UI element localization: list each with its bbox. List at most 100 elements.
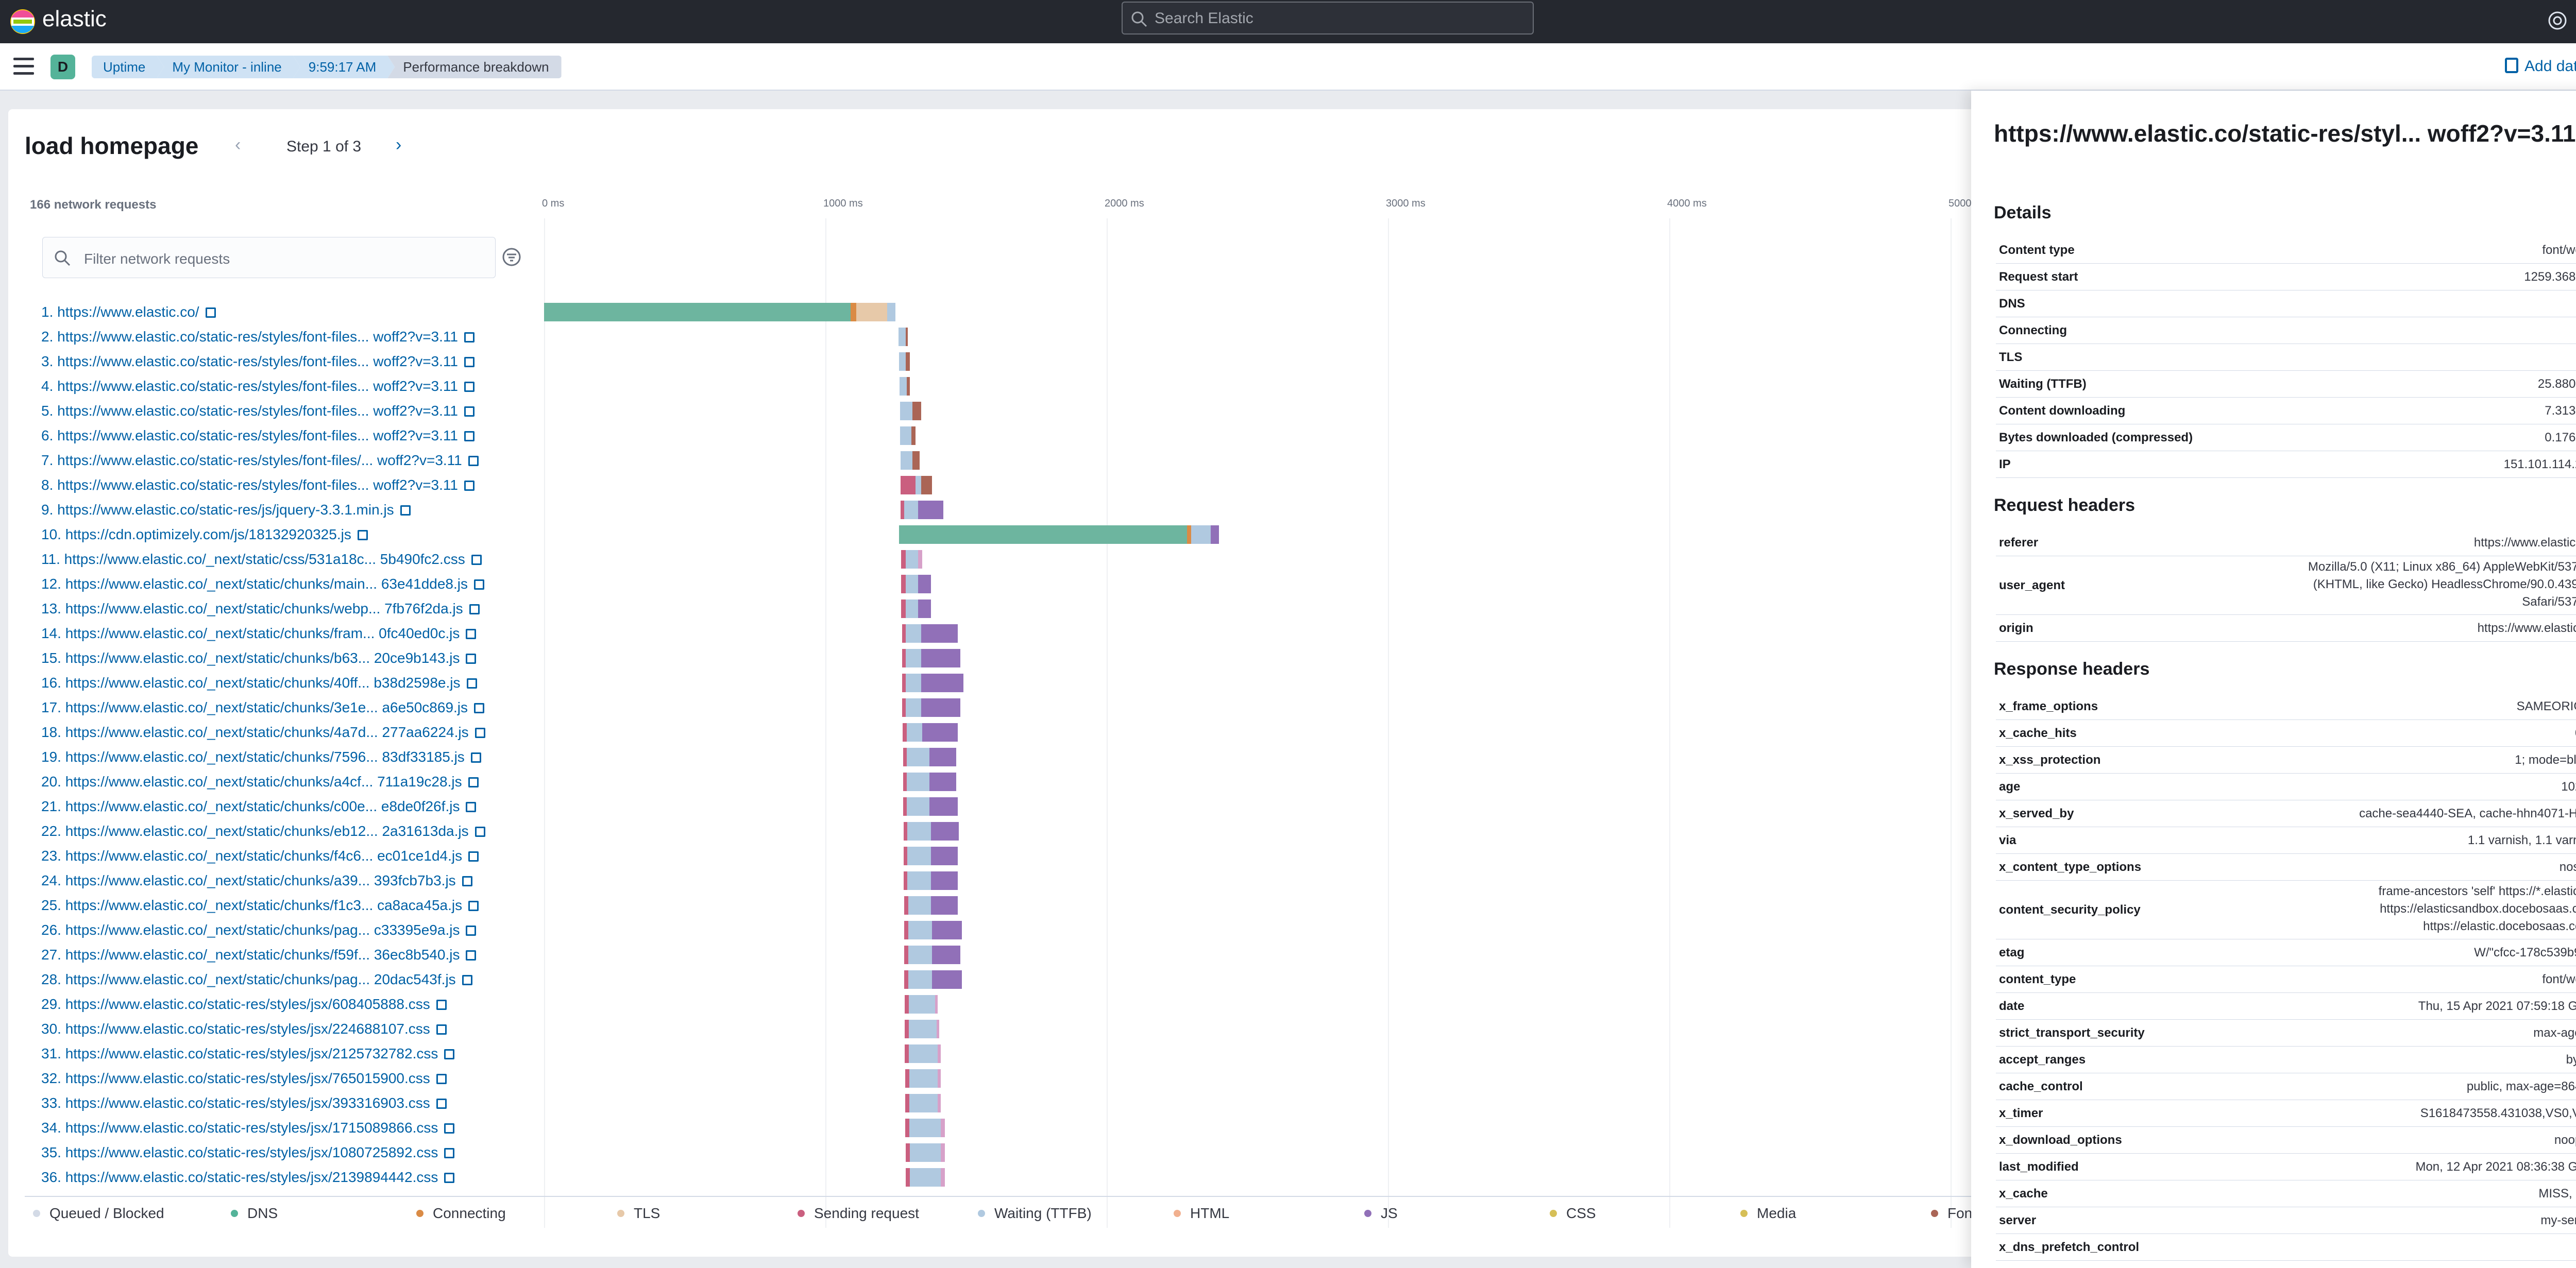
external-link-icon[interactable]	[466, 654, 477, 664]
request-url[interactable]: 33. https://www.elastic.co/static-res/st…	[41, 1095, 430, 1111]
external-link-icon[interactable]	[474, 728, 485, 738]
waterfall-bar-segment[interactable]	[905, 624, 921, 643]
waterfall-bar-segment[interactable]	[905, 698, 921, 717]
waterfall-bar-segment[interactable]	[921, 649, 961, 667]
request-link[interactable]: 21. https://www.elastic.co/_next/static/…	[41, 798, 477, 815]
waterfall-bar-segment[interactable]	[921, 476, 933, 494]
request-url[interactable]: 5. https://www.elastic.co/static-res/sty…	[41, 403, 458, 419]
waterfall-bar-segment[interactable]	[932, 921, 962, 939]
external-link-icon[interactable]	[474, 827, 485, 837]
waterfall-bar-segment[interactable]	[903, 797, 907, 816]
waterfall-bar-segment[interactable]	[887, 303, 896, 321]
waterfall-bar-segment[interactable]	[908, 896, 931, 915]
request-url[interactable]: 12. https://www.elastic.co/_next/static/…	[41, 576, 468, 592]
request-link[interactable]: 24. https://www.elastic.co/_next/static/…	[41, 872, 472, 889]
request-url[interactable]: 18. https://www.elastic.co/_next/static/…	[41, 724, 469, 740]
external-link-icon[interactable]	[466, 678, 477, 689]
waterfall-bar-segment[interactable]	[902, 723, 907, 742]
waterfall-bar-segment[interactable]	[909, 1143, 941, 1162]
request-url[interactable]: 19. https://www.elastic.co/_next/static/…	[41, 749, 465, 765]
waterfall-bar-segment[interactable]	[851, 303, 857, 321]
waterfall-bar-segment[interactable]	[904, 501, 919, 519]
waterfall-bar-segment[interactable]	[918, 575, 931, 593]
request-url[interactable]: 13. https://www.elastic.co/_next/static/…	[41, 601, 463, 616]
request-url[interactable]: 27. https://www.elastic.co/_next/static/…	[41, 947, 460, 963]
waterfall-bar-segment[interactable]	[904, 921, 908, 939]
waterfall-bar-segment[interactable]	[905, 550, 919, 569]
waterfall-bar-segment[interactable]	[900, 426, 911, 445]
request-link[interactable]: 27. https://www.elastic.co/_next/static/…	[41, 947, 477, 963]
global-search-input[interactable]: Search Elastic	[1122, 2, 1534, 35]
elastic-logo-icon[interactable]	[9, 8, 36, 35]
external-link-icon[interactable]	[469, 604, 480, 614]
breadcrumb-monitor[interactable]: My Monitor - inline	[157, 56, 300, 78]
add-data-button[interactable]: Add data	[2505, 58, 2576, 75]
waterfall-bar-segment[interactable]	[908, 970, 933, 989]
waterfall-bar-segment[interactable]	[909, 1119, 941, 1137]
request-url[interactable]: 22. https://www.elastic.co/_next/static/…	[41, 823, 469, 839]
waterfall-bar-segment[interactable]	[905, 599, 919, 618]
request-link[interactable]: 6. https://www.elastic.co/static-res/sty…	[41, 427, 474, 444]
request-url[interactable]: 32. https://www.elastic.co/static-res/st…	[41, 1070, 430, 1086]
request-url[interactable]: 9. https://www.elastic.co/static-res/js/…	[41, 502, 394, 518]
waterfall-bar-segment[interactable]	[929, 773, 956, 791]
request-link[interactable]: 14. https://www.elastic.co/_next/static/…	[41, 625, 477, 642]
external-link-icon[interactable]	[468, 851, 479, 862]
waterfall-bar-segment[interactable]	[901, 451, 913, 470]
external-link-icon[interactable]	[474, 703, 485, 713]
waterfall-bar-segment[interactable]	[908, 1044, 938, 1063]
request-url[interactable]: 14. https://www.elastic.co/_next/static/…	[41, 625, 460, 641]
breadcrumb-uptime[interactable]: Uptime	[92, 56, 164, 78]
waterfall-bar-segment[interactable]	[930, 847, 958, 865]
waterfall-bar-segment[interactable]	[902, 624, 906, 643]
waterfall-bar-segment[interactable]	[905, 1094, 909, 1112]
request-url[interactable]: 23. https://www.elastic.co/_next/static/…	[41, 848, 463, 864]
external-link-icon[interactable]	[444, 1148, 455, 1158]
external-link-icon[interactable]	[464, 332, 474, 342]
request-url[interactable]: 8. https://www.elastic.co/static-res/sty…	[41, 477, 458, 493]
external-link-icon[interactable]	[444, 1173, 455, 1183]
request-url[interactable]: 17. https://www.elastic.co/_next/static/…	[41, 699, 468, 715]
waterfall-bar-segment[interactable]	[904, 946, 908, 964]
request-link[interactable]: 32. https://www.elastic.co/static-res/st…	[41, 1070, 447, 1087]
waterfall-bar-segment[interactable]	[918, 550, 923, 569]
external-link-icon[interactable]	[468, 456, 479, 466]
waterfall-bar-segment[interactable]	[900, 402, 913, 420]
external-link-icon[interactable]	[468, 777, 479, 787]
external-link-icon[interactable]	[462, 975, 472, 985]
request-link[interactable]: 29. https://www.elastic.co/static-res/st…	[41, 996, 447, 1013]
waterfall-bar-segment[interactable]	[905, 328, 908, 346]
waterfall-bar-segment[interactable]	[903, 773, 907, 791]
waterfall-bar-segment[interactable]	[909, 1094, 938, 1112]
external-link-icon[interactable]	[464, 481, 474, 491]
external-link-icon[interactable]	[466, 802, 477, 812]
waterfall-bar-segment[interactable]	[906, 1168, 910, 1187]
waterfall-bar-segment[interactable]	[907, 847, 931, 865]
space-avatar[interactable]: D	[50, 55, 75, 79]
waterfall-bar-segment[interactable]	[909, 1069, 938, 1088]
request-link[interactable]: 7. https://www.elastic.co/static-res/sty…	[41, 452, 479, 469]
waterfall-bar-segment[interactable]	[936, 1020, 940, 1038]
request-link[interactable]: 23. https://www.elastic.co/_next/static/…	[41, 848, 479, 864]
waterfall-bar-segment[interactable]	[915, 476, 921, 494]
waterfall-bar-segment[interactable]	[901, 501, 904, 519]
request-link[interactable]: 10. https://cdn.optimizely.com/js/181329…	[41, 526, 368, 543]
external-link-icon[interactable]	[400, 505, 411, 516]
waterfall-bar-segment[interactable]	[907, 723, 923, 742]
request-link[interactable]: 31. https://www.elastic.co/static-res/st…	[41, 1046, 455, 1062]
brand-name[interactable]: elastic	[42, 6, 107, 31]
request-link[interactable]: 22. https://www.elastic.co/_next/static/…	[41, 823, 485, 839]
waterfall-bar-segment[interactable]	[1211, 525, 1219, 544]
waterfall-bar-segment[interactable]	[921, 624, 958, 643]
waterfall-bar-segment[interactable]	[901, 476, 916, 494]
waterfall-bar-segment[interactable]	[899, 352, 906, 371]
waterfall-bar-segment[interactable]	[905, 1119, 909, 1137]
waterfall-bar-segment[interactable]	[938, 1094, 941, 1112]
waterfall-bar-segment[interactable]	[932, 970, 962, 989]
waterfall-bar-segment[interactable]	[901, 599, 906, 618]
request-link[interactable]: 34. https://www.elastic.co/static-res/st…	[41, 1120, 455, 1136]
external-link-icon[interactable]	[471, 555, 482, 565]
external-link-icon[interactable]	[466, 629, 477, 639]
waterfall-bar-segment[interactable]	[904, 970, 908, 989]
waterfall-bar-segment[interactable]	[935, 995, 938, 1014]
